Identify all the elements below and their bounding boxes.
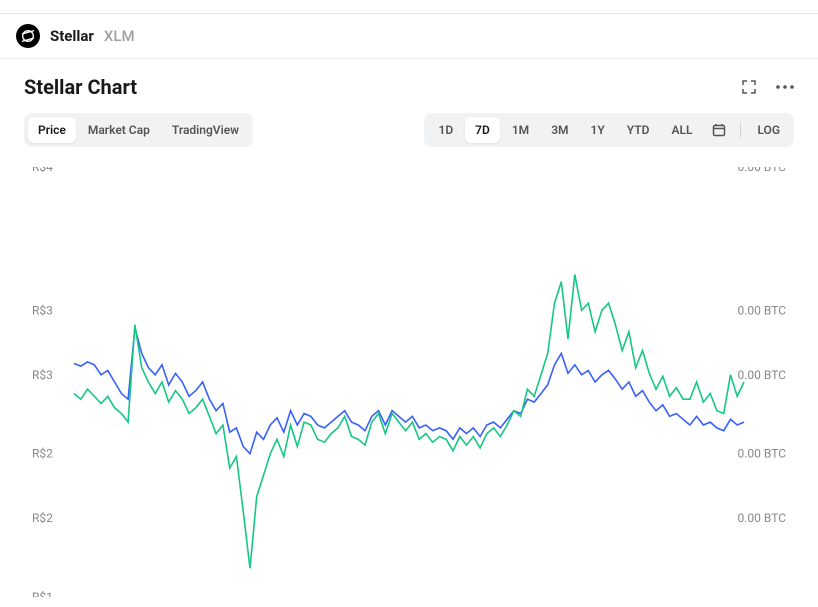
range-tab-1m[interactable]: 1M — [502, 117, 539, 143]
stellar-logo-icon — [16, 24, 40, 48]
y-tick-right: 0.00 BTC — [738, 167, 787, 174]
coin-name: Stellar — [50, 27, 94, 45]
series-btc_pair — [74, 328, 744, 454]
y-tick-left: R$3 — [32, 368, 53, 382]
calendar-icon[interactable] — [704, 117, 734, 143]
y-tick-right: 0.00 BTC — [738, 303, 787, 317]
y-tick-left: R$4 — [32, 167, 53, 174]
coin-symbol: XLM — [104, 27, 135, 45]
range-tabs: 1D7D1M3M1YYTDALL LOG — [424, 113, 794, 147]
range-tab-3m[interactable]: 3M — [541, 117, 578, 143]
log-toggle[interactable]: LOG — [747, 117, 790, 143]
more-icon[interactable] — [776, 78, 794, 96]
view-tab-tradingview[interactable]: TradingView — [162, 117, 249, 143]
y-tick-right: 0.00 BTC — [738, 368, 787, 382]
view-tab-market-cap[interactable]: Market Cap — [78, 117, 160, 143]
window-topbar — [0, 0, 818, 14]
series-price_brl — [74, 275, 744, 569]
view-tabs: PriceMarket CapTradingView — [24, 113, 253, 147]
range-tab-all[interactable]: ALL — [661, 117, 702, 143]
range-tab-7d[interactable]: 7D — [465, 117, 500, 143]
range-tab-ytd[interactable]: YTD — [617, 117, 660, 143]
range-tab-1y[interactable]: 1Y — [581, 117, 615, 143]
fullscreen-icon[interactable] — [740, 78, 758, 96]
chart-panel: Stellar Chart PriceMarket CapTradingView… — [0, 59, 818, 597]
view-tab-price[interactable]: Price — [28, 117, 76, 143]
divider — [740, 122, 741, 138]
y-tick-left: R$1 — [32, 590, 53, 597]
range-tab-1d[interactable]: 1D — [428, 117, 463, 143]
y-tick-left: R$2 — [32, 447, 53, 461]
y-tick-left: R$3 — [32, 303, 53, 317]
y-tick-right: 0.00 BTC — [738, 447, 787, 461]
y-tick-left: R$2 — [32, 511, 53, 525]
y-tick-right: 0.00 BTC — [738, 511, 787, 525]
price-chart[interactable]: R$4 R$3 R$3 R$2 R$2 R$1 0.00 BTC 0.00 BTC 0.00 B… — [24, 167, 794, 597]
chart-title: Stellar Chart — [24, 75, 137, 99]
coin-header: Stellar XLM — [0, 14, 818, 59]
